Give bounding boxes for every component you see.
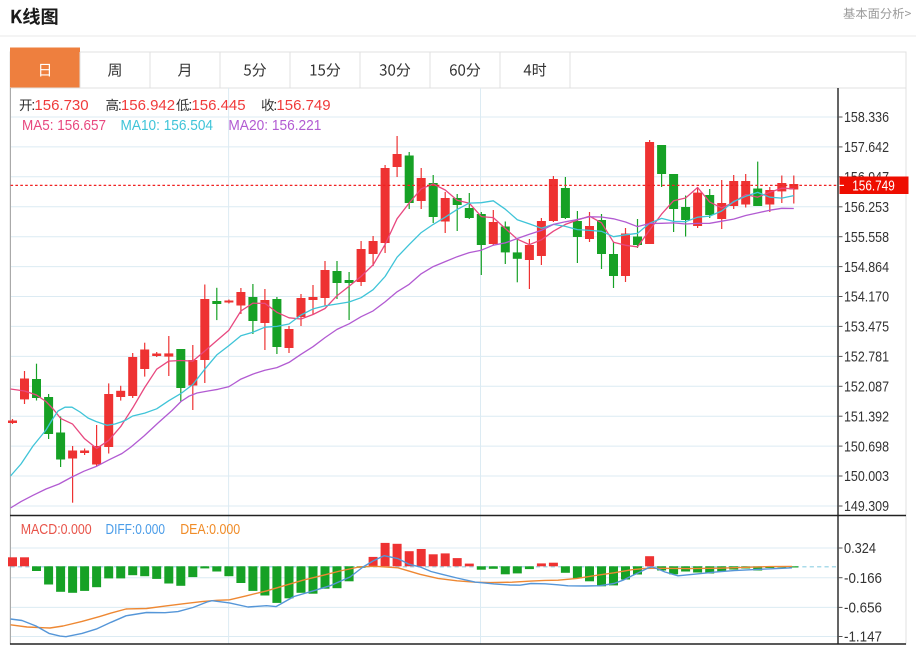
svg-text:DEA:0.000: DEA:0.000 [180,522,240,538]
svg-text:155.558: 155.558 [844,229,889,246]
svg-text::: : [118,97,122,114]
svg-text::: : [273,97,277,114]
svg-text:156.730: 156.730 [34,97,88,114]
svg-text::: : [31,97,35,114]
svg-text:153.475: 153.475 [844,319,889,336]
svg-text:152.781: 152.781 [844,349,889,366]
svg-text:158.336: 158.336 [844,109,889,126]
svg-text:MA10: 156.504: MA10: 156.504 [121,118,214,134]
svg-text:MA20: 156.221: MA20: 156.221 [228,118,321,134]
svg-text:-0.166: -0.166 [844,570,882,587]
svg-text:150.698: 150.698 [844,438,889,455]
svg-text:DIFF:0.000: DIFF:0.000 [106,522,166,538]
svg-text:-0.656: -0.656 [844,600,882,617]
svg-text:MA5: 156.657: MA5: 156.657 [22,118,106,134]
svg-text:0.324: 0.324 [844,540,876,557]
svg-text::: : [188,97,192,114]
svg-text:156.749: 156.749 [276,97,330,114]
svg-text:156.749: 156.749 [852,179,895,195]
svg-text:MACD:0.000: MACD:0.000 [21,522,92,538]
svg-text:151.392: 151.392 [844,408,889,425]
svg-text:149.309: 149.309 [844,498,889,515]
svg-text:154.170: 154.170 [844,289,889,306]
svg-text:150.003: 150.003 [844,468,889,485]
svg-text:156.253: 156.253 [844,199,889,216]
svg-text:154.864: 154.864 [844,259,889,276]
svg-text:152.087: 152.087 [844,379,889,396]
svg-text:-1.147: -1.147 [844,629,882,646]
svg-text:156.445: 156.445 [191,97,245,114]
svg-text:157.642: 157.642 [844,139,889,156]
svg-text:156.942: 156.942 [121,97,175,114]
